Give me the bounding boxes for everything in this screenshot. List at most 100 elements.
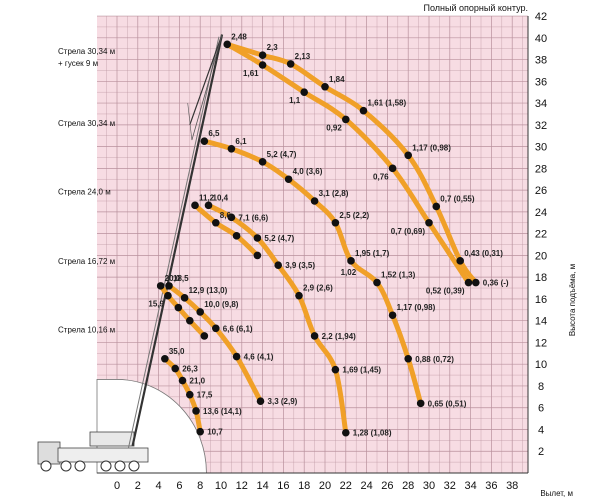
data-label: 2,9 (2,6): [303, 284, 333, 293]
y-tick-label: 22: [535, 229, 547, 241]
data-label: 1,28 (1,08): [353, 429, 392, 438]
y-tick-label: 14: [535, 316, 547, 328]
data-point: [310, 197, 319, 205]
data-label: 0,43 (0,31): [464, 249, 503, 258]
data-label: 18,5: [173, 274, 189, 283]
x-tick-label: 8: [197, 480, 203, 492]
data-point: [161, 354, 169, 363]
series-curve: [192, 202, 260, 258]
data-label: 7,1 (6,6): [238, 213, 268, 222]
data-point: [373, 278, 381, 287]
data-label: 2,13: [295, 52, 311, 61]
x-tick-label: 24: [360, 480, 372, 492]
data-point: [404, 354, 413, 363]
data-point: [321, 82, 329, 91]
jib-line: [189, 34, 223, 126]
data-label: 21,0: [190, 377, 206, 386]
truck-wheel: [40, 460, 52, 472]
data-point: [456, 257, 465, 265]
data-point: [186, 390, 194, 399]
data-label: 20,0: [165, 274, 181, 283]
data-points: [156, 40, 480, 437]
data-label: 13,6 (14,1): [203, 407, 242, 416]
x-tick-label: 12: [236, 480, 248, 492]
data-point: [178, 376, 187, 385]
boom-labels: Стрела 30,34 м + гусек 9 м Стрела 30,34 м С…: [58, 47, 115, 335]
data-label: 1,02: [341, 268, 357, 277]
boom-length-label: Стрела 30,34 м: [58, 47, 115, 56]
truck-wheel: [100, 460, 112, 472]
data-point: [300, 88, 309, 96]
y-tick-label: 4: [538, 424, 544, 436]
data-point: [165, 282, 173, 290]
x-tick-label: 14: [256, 480, 268, 492]
data-label: 1,61 (1,58): [367, 99, 406, 108]
truck-wheel: [74, 460, 86, 472]
data-point: [310, 332, 319, 340]
data-label: 1,95 (1,7): [355, 249, 390, 258]
data-label: 6,1: [235, 137, 247, 146]
data-point: [388, 164, 397, 173]
x-tick-label: 28: [402, 480, 414, 492]
y-tick-label: 30: [535, 142, 547, 154]
chart-title: Полный опорный контур.: [424, 3, 529, 13]
boom-length-label: Стрела 10,16 м: [58, 326, 115, 335]
data-point: [256, 397, 265, 405]
y-tick-label: 20: [535, 250, 547, 262]
truck-wheel: [128, 460, 140, 472]
data-point: [342, 115, 350, 124]
data-point: [212, 324, 220, 333]
truck-wheel: [114, 460, 126, 472]
data-label: 0,7 (0,69): [391, 227, 426, 236]
data-point: [274, 261, 283, 269]
x-tick-label: 0: [114, 480, 120, 492]
data-label: 10,0 (9,8): [204, 300, 239, 309]
hook-rope: [187, 103, 193, 141]
data-point: [388, 311, 397, 320]
crane-turret: [89, 431, 135, 447]
data-label: 4,0 (3,6): [293, 167, 323, 176]
data-point: [258, 61, 267, 69]
data-point: [196, 308, 204, 316]
x-tick-label: 20: [319, 480, 331, 492]
y-tick-label: 40: [535, 33, 547, 45]
data-label: 6,5: [208, 129, 220, 138]
data-label: 10,4: [213, 193, 229, 202]
x-axis-label: Вылет, м: [540, 489, 573, 498]
data-label: 0,36 (-): [483, 279, 509, 288]
data-label: 0,92: [326, 123, 342, 132]
data-label: 1,1: [289, 96, 301, 105]
data-point: [180, 294, 189, 302]
data-point: [223, 40, 232, 49]
data-label: 12,9 (13,0): [189, 286, 228, 295]
boom-length-label: Стрела 30,34 м: [58, 119, 115, 128]
x-tick-label: 36: [485, 480, 497, 492]
axes: 0 2 4 6 8 10 12 14 16 18 20 22 24 26 28 30 32 34 36 3824681…: [97, 11, 547, 492]
data-point: [164, 291, 172, 300]
data-label: 11,2: [199, 193, 215, 202]
data-label: 10,7: [207, 428, 223, 437]
data-label: 2,48: [231, 32, 247, 41]
x-tick-label: 6: [176, 480, 182, 492]
data-point: [331, 365, 340, 374]
y-tick-label: 2: [538, 446, 544, 458]
boom-line: [131, 34, 224, 447]
data-point: [192, 407, 200, 415]
data-label: 1,84: [329, 75, 345, 84]
data-label: 15,9: [148, 300, 164, 309]
data-label: 0,7 (0,55): [440, 194, 475, 203]
data-label: 1,17 (0,98): [397, 303, 436, 312]
y-tick-label: 10: [535, 359, 547, 371]
x-tick-label: 38: [506, 480, 518, 492]
data-point: [359, 106, 368, 115]
data-point: [156, 282, 165, 290]
data-point: [171, 364, 180, 373]
data-label: 3,9 (3,5): [285, 261, 315, 270]
data-label: 3,3 (2,9): [268, 397, 298, 406]
data-point: [295, 291, 303, 300]
boom-line: [127, 36, 220, 449]
crane-illustration: [37, 34, 224, 472]
data-label: 2,2 (1,94): [322, 332, 357, 341]
x-tick-label: 18: [298, 480, 310, 492]
data-point: [196, 427, 204, 436]
